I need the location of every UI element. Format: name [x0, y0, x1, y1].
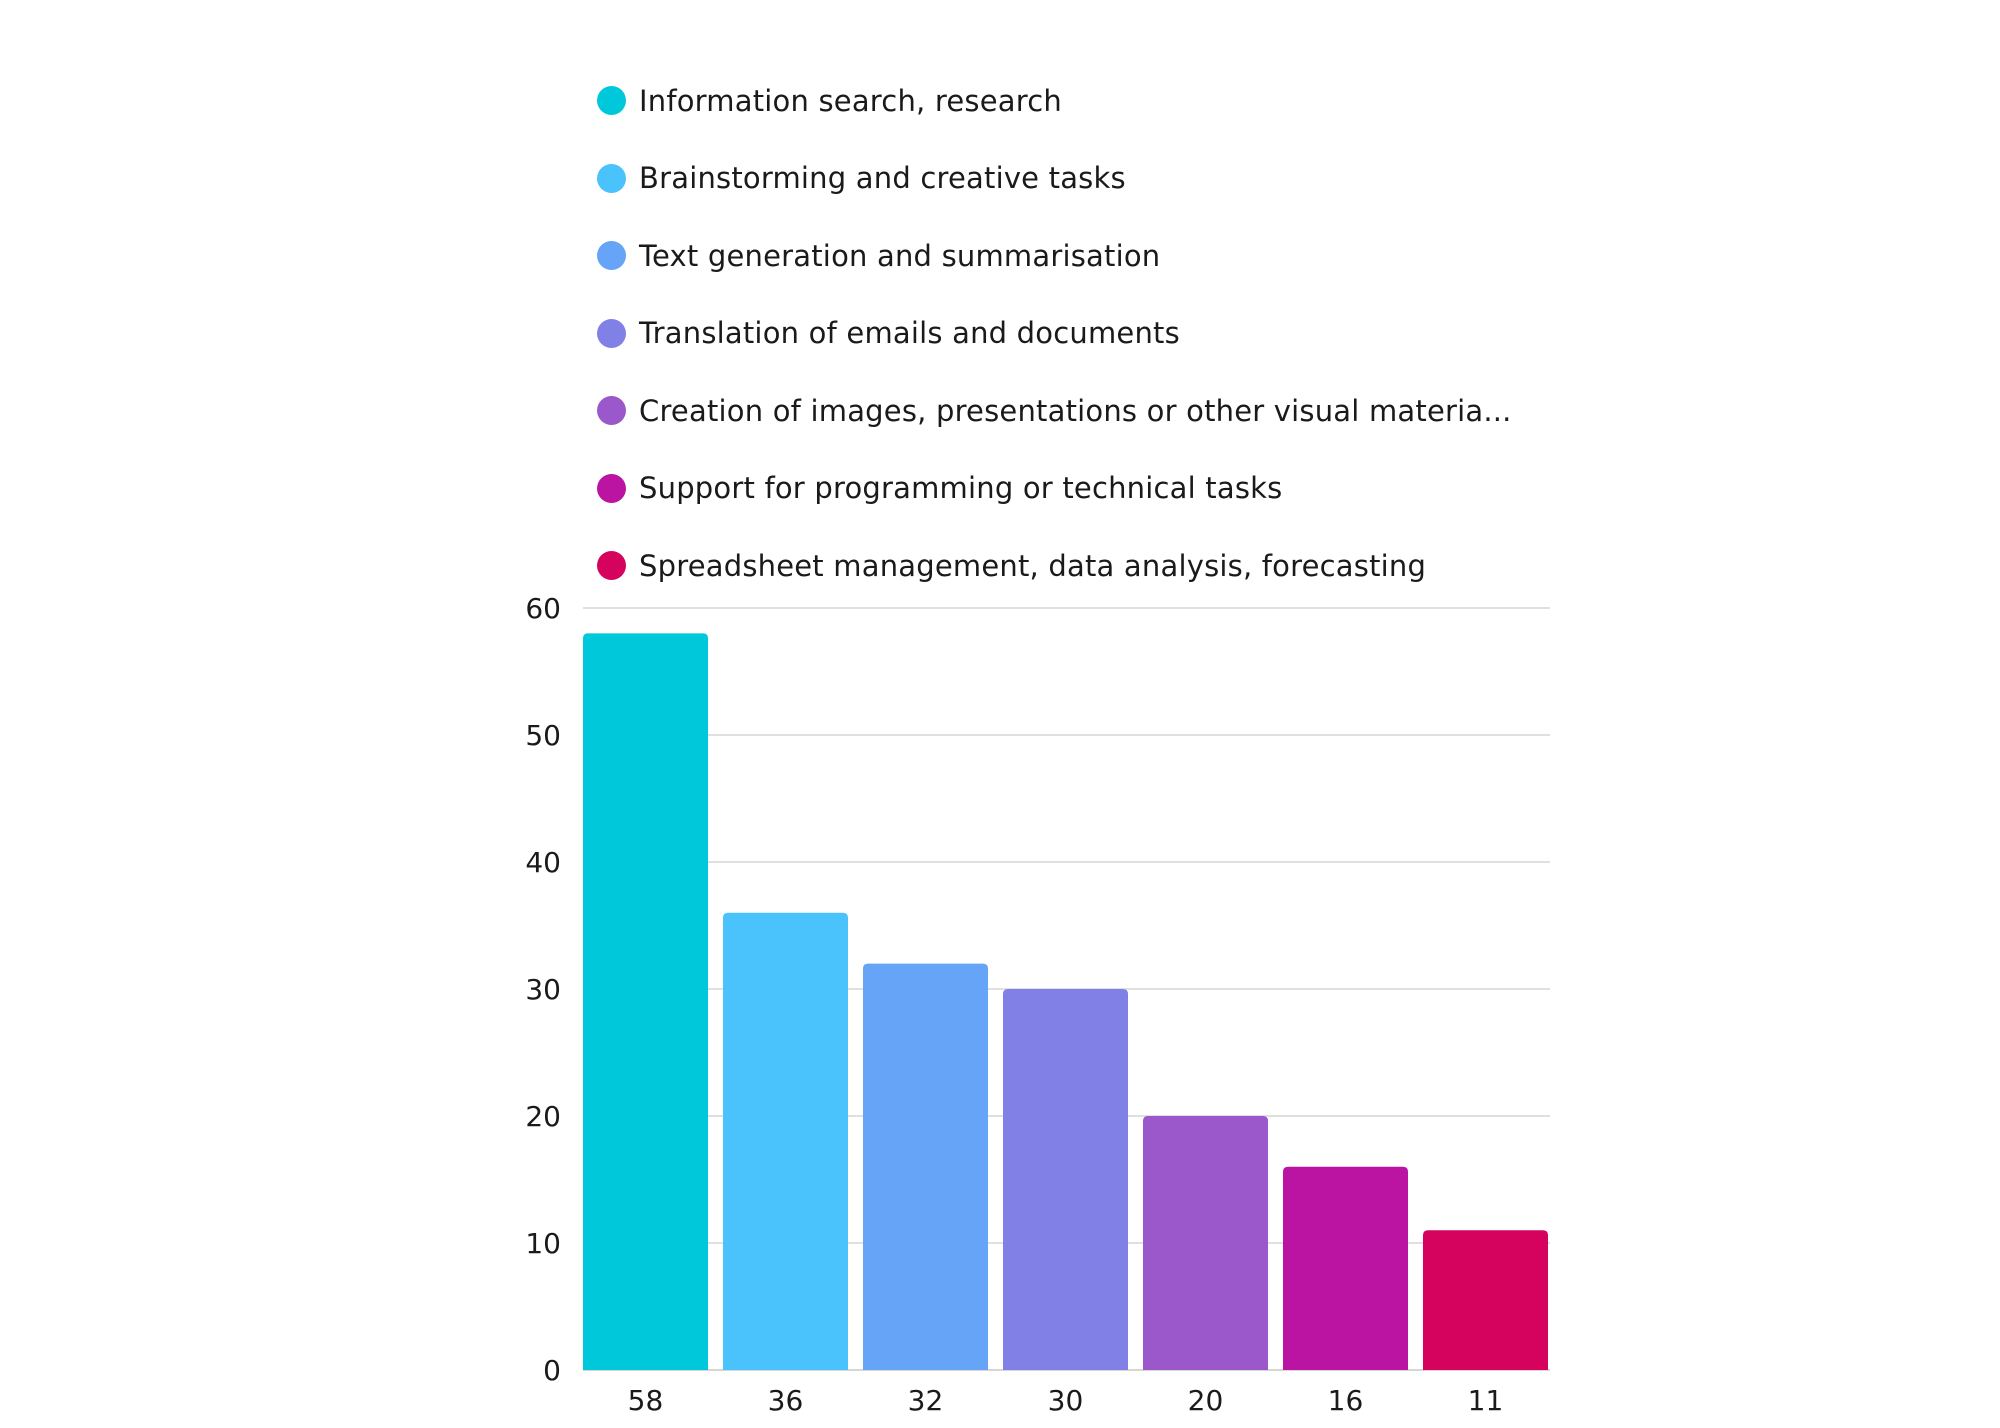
legend-item: Translation of emails and documents	[597, 295, 1512, 373]
y-tick-label: 60	[525, 592, 561, 625]
legend-label: Creation of images, presentations or oth…	[639, 393, 1512, 428]
bar	[1143, 1116, 1268, 1370]
y-tick-label: 50	[525, 719, 561, 752]
bar	[863, 963, 988, 1370]
x-tick-label: 11	[1468, 1384, 1504, 1417]
legend-label: Brainstorming and creative tasks	[639, 161, 1126, 196]
x-tick-label: 32	[908, 1384, 944, 1417]
x-tick-label: 36	[768, 1384, 804, 1417]
bar	[723, 912, 848, 1370]
chart-legend: Information search, research Brainstormin…	[597, 62, 1512, 605]
y-tick-label: 30	[525, 973, 561, 1006]
bar	[583, 633, 708, 1370]
legend-swatch	[597, 551, 626, 581]
legend-swatch	[597, 86, 626, 116]
y-tick-label: 20	[525, 1100, 561, 1133]
legend-label: Translation of emails and documents	[639, 316, 1180, 351]
legend-swatch	[597, 473, 626, 503]
x-tick-label: 58	[628, 1384, 664, 1417]
y-tick-label: 40	[525, 846, 561, 879]
legend-item: Text generation and summarisation	[597, 217, 1512, 295]
legend-item: Creation of images, presentations or oth…	[597, 372, 1512, 450]
y-tick-label: 0	[543, 1354, 561, 1387]
legend-swatch	[597, 318, 626, 348]
bar	[1003, 989, 1128, 1370]
chart-bars	[583, 633, 1548, 1370]
x-tick-label: 20	[1188, 1384, 1224, 1417]
legend-item: Information search, research	[597, 62, 1512, 140]
bar	[1283, 1166, 1408, 1370]
x-tick-label: 30	[1048, 1384, 1084, 1417]
legend-item: Brainstorming and creative tasks	[597, 140, 1512, 218]
bar	[1423, 1230, 1548, 1370]
legend-item: Spreadsheet management, data analysis, f…	[597, 527, 1512, 605]
legend-item: Support for programming or technical tas…	[597, 450, 1512, 528]
x-axis-ticks: 58 36 32 30 20 16 11	[628, 1384, 1504, 1417]
x-tick-label: 16	[1328, 1384, 1364, 1417]
legend-label: Text generation and summarisation	[639, 238, 1161, 273]
y-axis-ticks: 0 10 20 30 40 50 60	[525, 592, 561, 1387]
legend-swatch	[597, 396, 626, 426]
legend-label: Spreadsheet management, data analysis, f…	[639, 548, 1427, 583]
legend-swatch	[597, 241, 626, 271]
legend-swatch	[597, 163, 626, 193]
legend-label: Support for programming or technical tas…	[639, 471, 1283, 506]
y-tick-label: 10	[525, 1227, 561, 1260]
legend-label: Information search, research	[639, 83, 1062, 118]
